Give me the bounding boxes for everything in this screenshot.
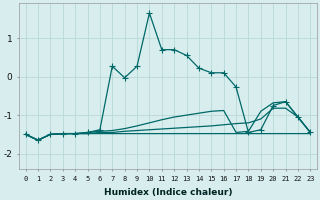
X-axis label: Humidex (Indice chaleur): Humidex (Indice chaleur) <box>104 188 232 197</box>
